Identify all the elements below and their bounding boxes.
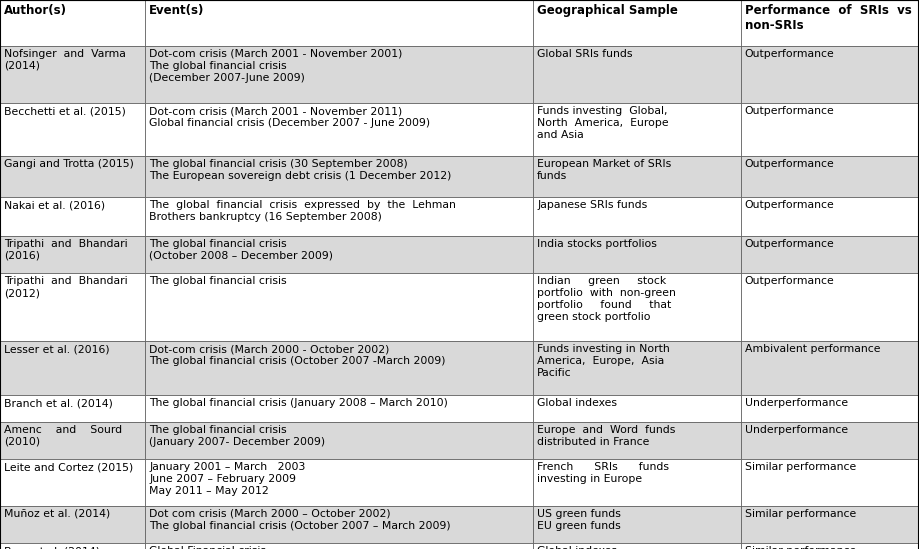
Text: Event(s): Event(s) bbox=[149, 4, 205, 17]
Text: Dot-com crisis (March 2000 - October 2002)
The global financial crisis (October : Dot-com crisis (March 2000 - October 200… bbox=[149, 344, 446, 366]
Text: Gangi and Trotta (2015): Gangi and Trotta (2015) bbox=[4, 159, 134, 169]
Text: Funds investing  Global,
North  America,  Europe
and Asia: Funds investing Global, North America, E… bbox=[537, 106, 669, 140]
Text: Beer et al. (2014): Beer et al. (2014) bbox=[4, 546, 100, 549]
Bar bbox=[0, 341, 145, 395]
Text: The global financial crisis
(January 2007- December 2009): The global financial crisis (January 200… bbox=[149, 425, 325, 447]
Bar bbox=[0, 156, 145, 197]
Bar bbox=[145, 459, 533, 506]
Text: Underperformance: Underperformance bbox=[744, 425, 848, 435]
Text: Branch et al. (2014): Branch et al. (2014) bbox=[4, 398, 113, 408]
Text: Author(s): Author(s) bbox=[4, 4, 67, 17]
Text: French      SRIs      funds
investing in Europe: French SRIs funds investing in Europe bbox=[537, 462, 669, 484]
Text: January 2001 – March   2003
June 2007 – February 2009
May 2011 – May 2012: January 2001 – March 2003 June 2007 – Fe… bbox=[149, 462, 306, 496]
Text: Similar performance: Similar performance bbox=[744, 509, 856, 519]
Text: India stocks portfolios: India stocks portfolios bbox=[537, 239, 657, 249]
Text: Outperformance: Outperformance bbox=[744, 159, 834, 169]
Bar bbox=[145, 395, 533, 422]
Bar bbox=[533, 156, 741, 197]
Bar bbox=[741, 156, 919, 197]
Text: Dot com crisis (March 2000 – October 2002)
The global financial crisis (October : Dot com crisis (March 2000 – October 200… bbox=[149, 509, 451, 531]
Text: Outperformance: Outperformance bbox=[744, 239, 834, 249]
Text: Muñoz et al. (2014): Muñoz et al. (2014) bbox=[4, 509, 110, 519]
Bar bbox=[0, 236, 145, 273]
Bar bbox=[533, 506, 741, 543]
Text: Underperformance: Underperformance bbox=[744, 398, 848, 408]
Text: Indian     green     stock
portfolio  with  non-green
portfolio     found     th: Indian green stock portfolio with non-gr… bbox=[537, 276, 675, 322]
Bar bbox=[145, 46, 533, 103]
Text: Nofsinger  and  Varma
(2014): Nofsinger and Varma (2014) bbox=[4, 49, 126, 71]
Bar bbox=[741, 236, 919, 273]
Text: Outperformance: Outperformance bbox=[744, 49, 834, 59]
Text: The global financial crisis
(October 2008 – December 2009): The global financial crisis (October 200… bbox=[149, 239, 334, 261]
Bar bbox=[533, 103, 741, 156]
Text: Outperformance: Outperformance bbox=[744, 106, 834, 116]
Bar bbox=[145, 197, 533, 236]
Bar bbox=[741, 103, 919, 156]
Bar bbox=[741, 46, 919, 103]
Text: Geographical Sample: Geographical Sample bbox=[537, 4, 678, 17]
Bar bbox=[741, 341, 919, 395]
Text: Tripathi  and  Bhandari
(2012): Tripathi and Bhandari (2012) bbox=[4, 276, 128, 298]
Bar bbox=[0, 459, 145, 506]
Text: Nakai et al. (2016): Nakai et al. (2016) bbox=[4, 200, 105, 210]
Bar bbox=[533, 197, 741, 236]
Text: Global SRIs funds: Global SRIs funds bbox=[537, 49, 632, 59]
Text: Funds investing in North
America,  Europe,  Asia
Pacific: Funds investing in North America, Europe… bbox=[537, 344, 670, 378]
Bar bbox=[741, 422, 919, 459]
Bar bbox=[741, 273, 919, 341]
Bar bbox=[533, 341, 741, 395]
Bar bbox=[0, 543, 145, 549]
Text: Dot-com crisis (March 2001 - November 2001)
The global financial crisis
(Decembe: Dot-com crisis (March 2001 - November 20… bbox=[149, 49, 403, 83]
Bar bbox=[0, 0, 145, 46]
Bar bbox=[145, 506, 533, 543]
Bar bbox=[145, 103, 533, 156]
Bar bbox=[533, 395, 741, 422]
Bar bbox=[145, 543, 533, 549]
Bar bbox=[0, 395, 145, 422]
Bar bbox=[741, 0, 919, 46]
Bar bbox=[533, 543, 741, 549]
Bar bbox=[0, 273, 145, 341]
Bar bbox=[533, 459, 741, 506]
Text: Europe  and  Word  funds
distributed in France: Europe and Word funds distributed in Fra… bbox=[537, 425, 675, 447]
Bar bbox=[145, 156, 533, 197]
Text: US green funds
EU green funds: US green funds EU green funds bbox=[537, 509, 621, 531]
Text: Tripathi  and  Bhandari
(2016): Tripathi and Bhandari (2016) bbox=[4, 239, 128, 261]
Bar bbox=[145, 422, 533, 459]
Text: Performance  of  SRIs  vs
non-SRIs: Performance of SRIs vs non-SRIs bbox=[744, 4, 912, 32]
Text: Becchetti et al. (2015): Becchetti et al. (2015) bbox=[4, 106, 126, 116]
Text: Ambivalent performance: Ambivalent performance bbox=[744, 344, 880, 354]
Text: Japanese SRIs funds: Japanese SRIs funds bbox=[537, 200, 647, 210]
Text: The global financial crisis (January 2008 – March 2010): The global financial crisis (January 200… bbox=[149, 398, 448, 408]
Bar bbox=[741, 543, 919, 549]
Text: Similar performance: Similar performance bbox=[744, 462, 856, 472]
Text: Leite and Cortez (2015): Leite and Cortez (2015) bbox=[4, 462, 133, 472]
Bar bbox=[0, 422, 145, 459]
Bar bbox=[741, 506, 919, 543]
Text: Global indexes: Global indexes bbox=[537, 546, 617, 549]
Bar bbox=[741, 197, 919, 236]
Text: Dot-com crisis (March 2001 - November 2011)
Global financial crisis (December 20: Dot-com crisis (March 2001 - November 20… bbox=[149, 106, 430, 128]
Text: Similar performance: Similar performance bbox=[744, 546, 856, 549]
Text: Outperformance: Outperformance bbox=[744, 276, 834, 286]
Text: Lesser et al. (2016): Lesser et al. (2016) bbox=[4, 344, 109, 354]
Text: Amenc    and    Sourd
(2010): Amenc and Sourd (2010) bbox=[4, 425, 122, 447]
Bar bbox=[533, 422, 741, 459]
Bar bbox=[145, 273, 533, 341]
Bar bbox=[533, 0, 741, 46]
Bar bbox=[0, 103, 145, 156]
Bar bbox=[533, 273, 741, 341]
Bar bbox=[145, 236, 533, 273]
Text: Global indexes: Global indexes bbox=[537, 398, 617, 408]
Text: Outperformance: Outperformance bbox=[744, 200, 834, 210]
Bar bbox=[0, 197, 145, 236]
Bar bbox=[741, 459, 919, 506]
Text: The global financial crisis: The global financial crisis bbox=[149, 276, 287, 286]
Text: Global Financial crisis
1998-2008 and 2008-2012: Global Financial crisis 1998-2008 and 20… bbox=[149, 546, 295, 549]
Bar bbox=[0, 506, 145, 543]
Text: The  global  financial  crisis  expressed  by  the  Lehman
Brothers bankruptcy (: The global financial crisis expressed by… bbox=[149, 200, 456, 222]
Bar bbox=[145, 0, 533, 46]
Bar bbox=[533, 46, 741, 103]
Text: European Market of SRIs
funds: European Market of SRIs funds bbox=[537, 159, 671, 181]
Bar bbox=[741, 395, 919, 422]
